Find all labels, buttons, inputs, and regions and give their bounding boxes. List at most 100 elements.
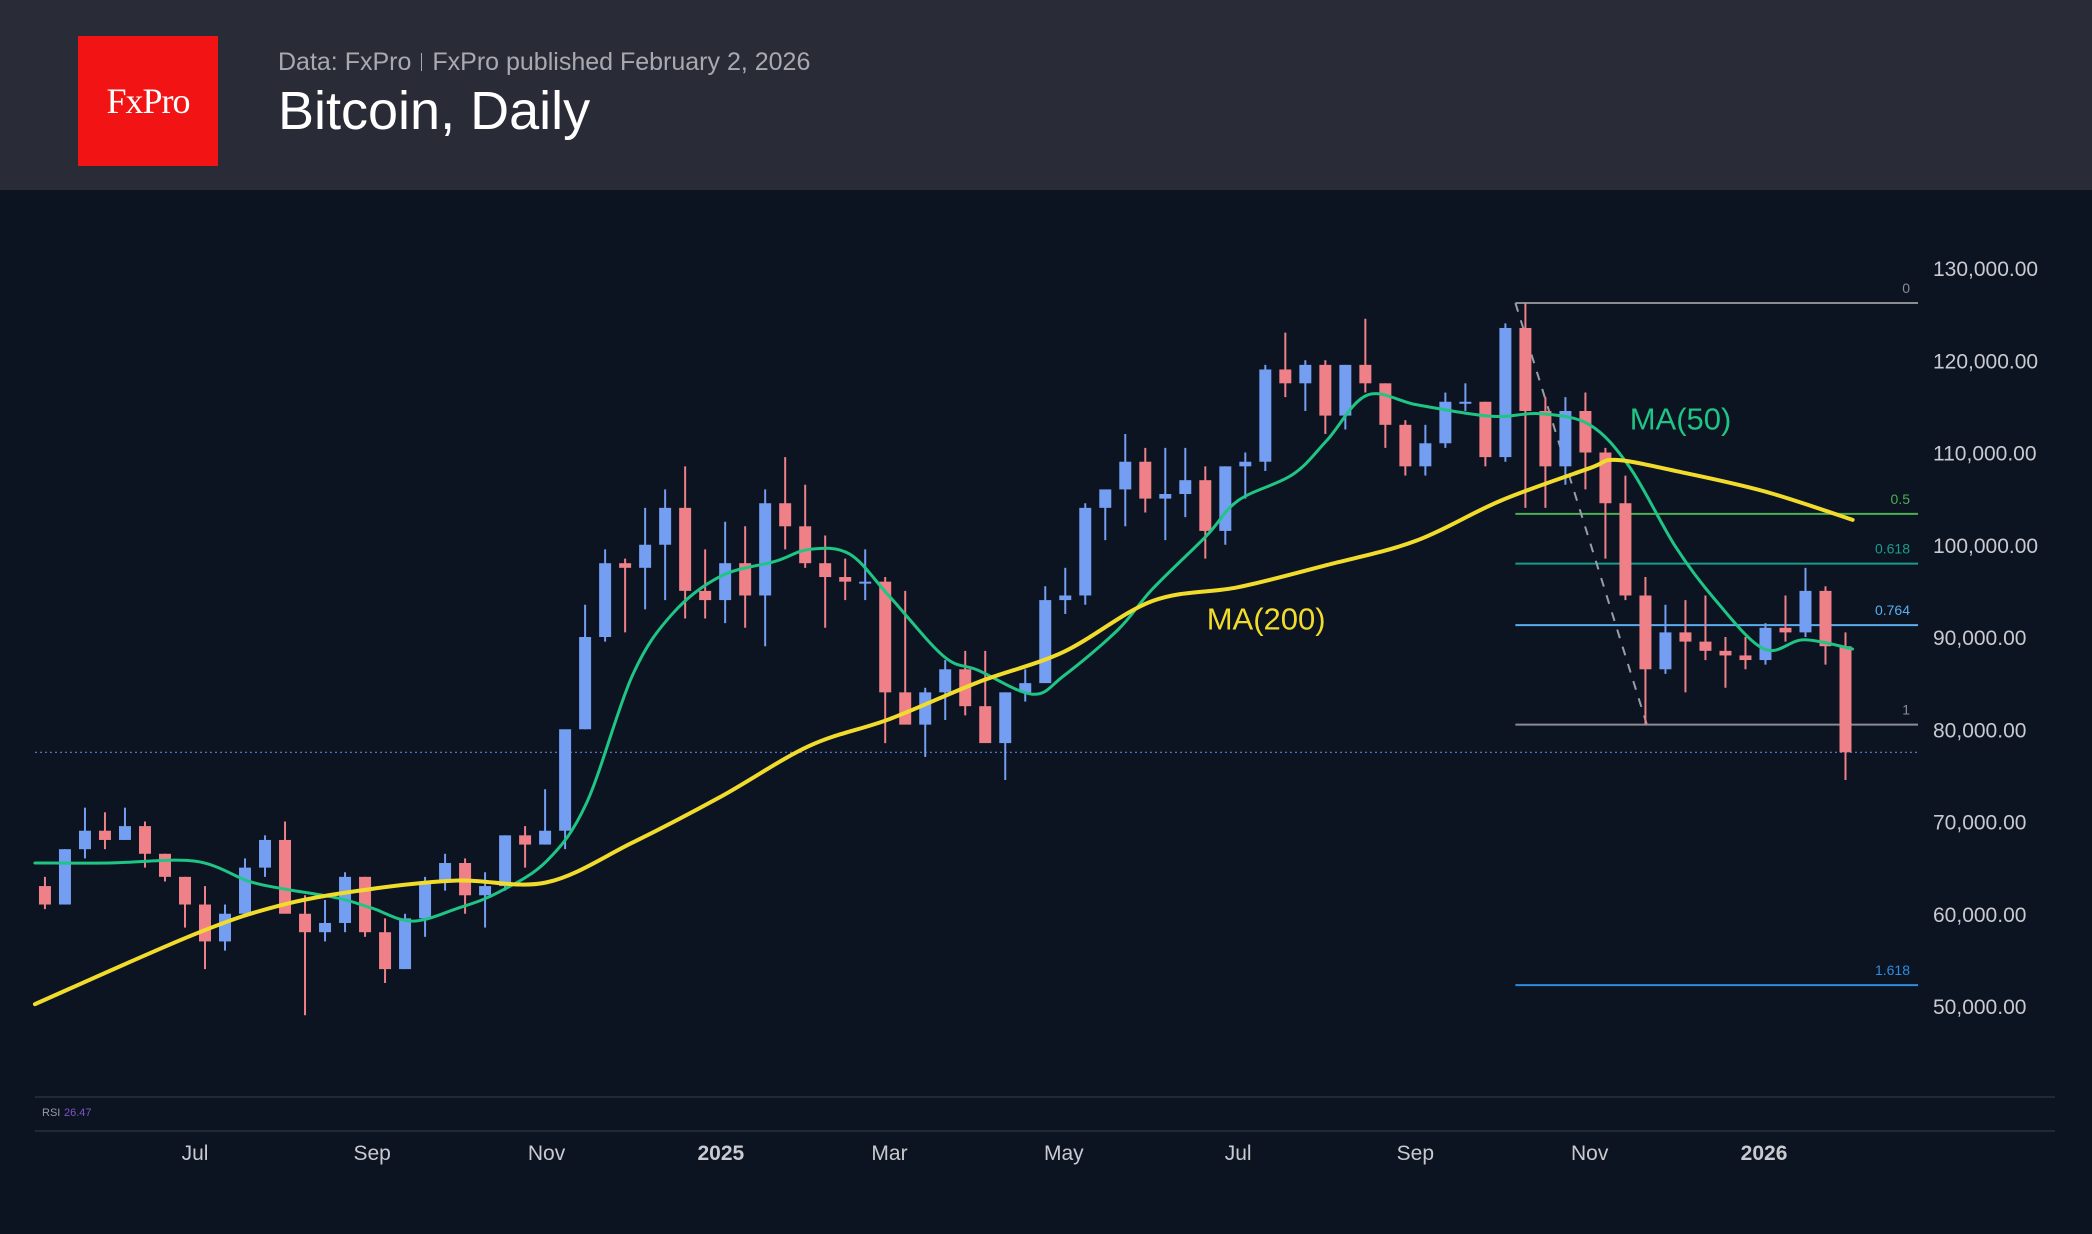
candle-body <box>1719 650 1732 656</box>
candle <box>499 835 512 891</box>
candle-body <box>1539 410 1552 467</box>
fibonacci-retracement: 0 0.5 0.618 0.764 1 1.618 <box>1514 280 1918 987</box>
x-tick-label: Sep <box>1397 1142 1434 1165</box>
candle <box>1559 397 1572 485</box>
candle <box>98 812 111 850</box>
candle-body <box>1059 595 1072 601</box>
candle <box>1699 595 1712 661</box>
candle <box>819 535 832 628</box>
candle-body <box>1619 503 1632 596</box>
y-tick-label: 90,000.00 <box>1933 627 2026 650</box>
y-tick-label: 130,000.00 <box>1933 258 2038 281</box>
candle-body <box>98 830 111 840</box>
candle-body <box>859 581 872 584</box>
candle <box>559 729 572 850</box>
candle-body <box>639 544 652 568</box>
y-tick-label: 70,000.00 <box>1933 812 2026 835</box>
x-tick-label: 2025 <box>698 1142 745 1165</box>
candle-body <box>279 839 292 914</box>
candles <box>38 303 1852 1016</box>
candle <box>78 807 91 859</box>
candle-body <box>439 863 452 882</box>
candle-body <box>1339 364 1352 416</box>
candle <box>799 484 812 568</box>
candle <box>1439 392 1452 448</box>
candle <box>779 457 792 550</box>
candle <box>1599 447 1612 559</box>
candle-body <box>879 581 892 693</box>
candle <box>1159 447 1172 541</box>
candle-body <box>1519 327 1532 411</box>
candle <box>979 650 992 744</box>
candle <box>599 549 612 642</box>
y-axis: 130,000.00 120,000.00 110,000.00 100,000.00… <box>1933 258 2038 1019</box>
candle-body <box>979 706 992 744</box>
candle-body <box>799 526 812 564</box>
candle-body <box>1799 590 1812 633</box>
candle-body <box>1479 401 1492 458</box>
rsi-label: RSI <box>42 1107 60 1119</box>
x-tick-label: Nov <box>528 1142 566 1165</box>
candle-body <box>1739 655 1752 661</box>
candle <box>219 904 232 951</box>
candle <box>1099 489 1112 541</box>
candle-body <box>38 886 51 905</box>
candle-body <box>138 826 151 854</box>
candle <box>1739 637 1752 670</box>
candle-body <box>1679 632 1692 642</box>
candle <box>1459 383 1472 411</box>
candle-body <box>939 669 952 693</box>
candle-body <box>1459 401 1472 404</box>
candle-body <box>499 835 512 887</box>
candle-body <box>899 692 912 725</box>
x-tick-label: 2026 <box>1741 1142 1788 1165</box>
x-tick-label: Jul <box>1225 1142 1252 1165</box>
ma50-line <box>33 392 1855 923</box>
candle-body <box>158 853 171 877</box>
candle-body <box>739 563 752 596</box>
candle-body <box>579 637 592 730</box>
y-tick-label: 100,000.00 <box>1933 535 2038 558</box>
header: FxPro Data: FxPro FxPro published Februar… <box>0 0 2092 190</box>
x-tick-label: Sep <box>354 1142 391 1165</box>
candle <box>319 899 332 942</box>
candle-body <box>1239 461 1252 467</box>
candle-body <box>1419 443 1432 467</box>
candle-body <box>118 826 131 840</box>
candle-body <box>999 692 1012 744</box>
candle <box>959 650 972 716</box>
candle <box>379 918 392 983</box>
candle-body <box>699 590 712 601</box>
candle-body <box>299 913 312 933</box>
candle <box>1299 360 1312 411</box>
candle-body <box>619 563 632 568</box>
candle-body <box>1299 364 1312 384</box>
candle-body <box>1439 401 1452 444</box>
candle <box>1419 424 1432 476</box>
candle-body <box>1759 627 1772 661</box>
fib-level-label: 0.5 <box>1891 491 1911 507</box>
candle-body <box>1039 600 1052 684</box>
rsi-value: 26.47 <box>64 1107 92 1119</box>
fxpro-logo: FxPro <box>78 36 218 166</box>
candle <box>939 660 952 721</box>
candle <box>1779 595 1792 642</box>
candle-body <box>1319 364 1332 416</box>
chart-meta: Data: FxPro FxPro published February 2, 2… <box>278 48 810 77</box>
candle <box>759 489 772 647</box>
candle-body <box>1779 627 1792 633</box>
ma200-label: MA(200) <box>1207 602 1326 637</box>
candle-body <box>759 503 772 596</box>
y-tick-label: 50,000.00 <box>1933 996 2026 1019</box>
candle <box>38 876 51 910</box>
candle-body <box>1699 641 1712 651</box>
candle <box>1639 577 1652 725</box>
candle-body <box>1139 461 1152 499</box>
candle <box>1019 669 1032 702</box>
candle <box>1279 332 1292 398</box>
candle-body <box>539 830 552 845</box>
candle <box>619 558 632 633</box>
fib-level-label: 0 <box>1902 280 1910 296</box>
candle <box>399 913 412 970</box>
candle <box>679 466 692 619</box>
